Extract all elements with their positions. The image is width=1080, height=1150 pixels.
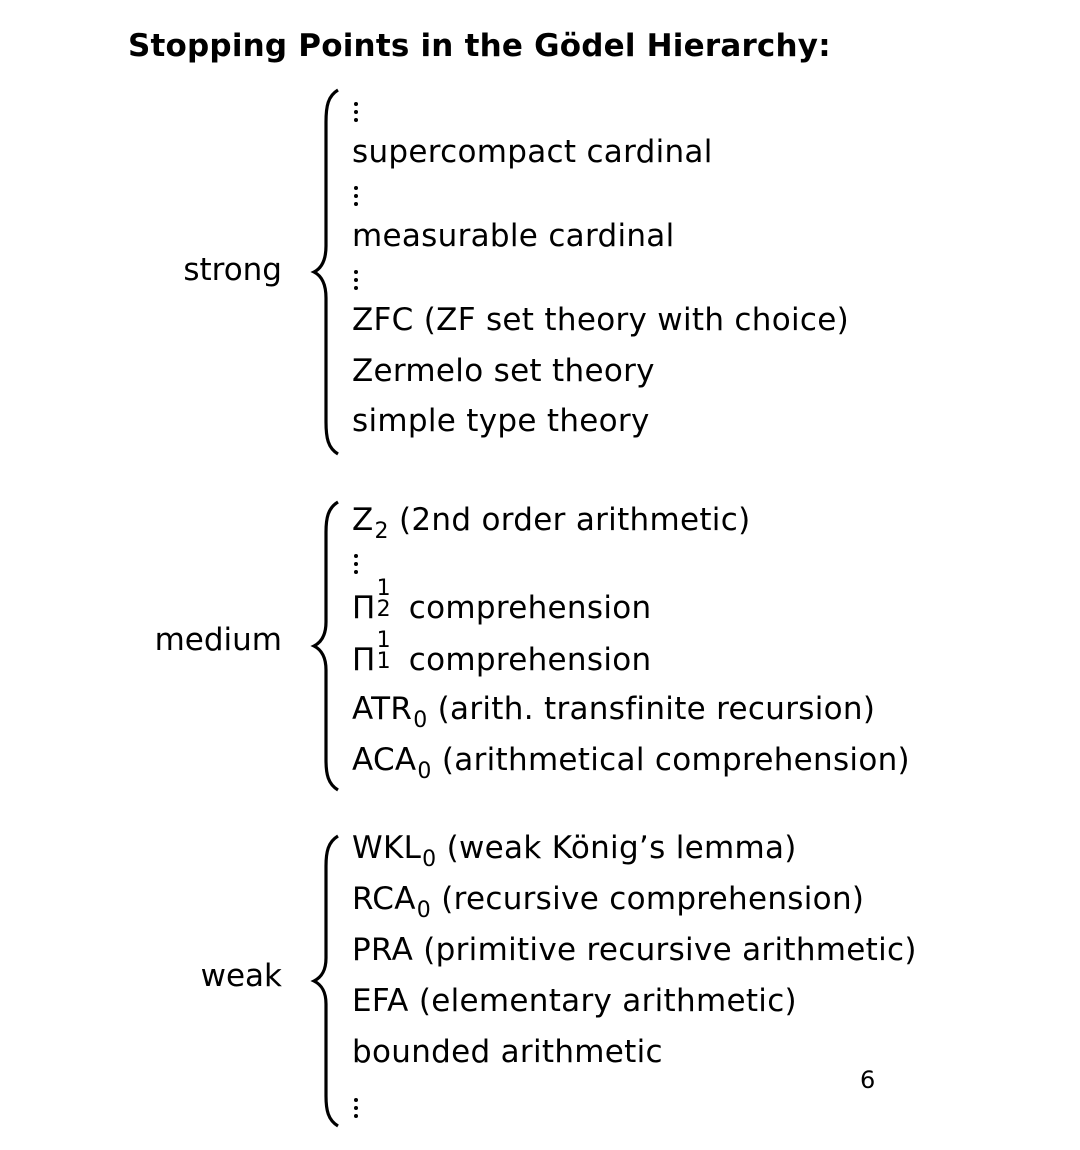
brace-weak [308,834,348,1128]
item-bounded-arithmetic: bounded arithmetic [352,1034,663,1070]
group-label-weak: weak [200,958,282,994]
vdots-strong-3 [352,268,362,294]
brace-medium [308,500,348,792]
item-wkl0: WKL0 (weak König’s lemma) [352,830,797,872]
vdots-strong-2 [352,184,362,210]
group-label-strong: strong [183,252,282,288]
item-rca0: RCA0 (recursive comprehension) [352,881,865,923]
item-atr0: ATR0 (arith. transfinite recursion) [352,691,876,733]
item-pra: PRA (primitive recursive arithmetic) [352,932,917,968]
item-efa: EFA (elementary arithmetic) [352,983,797,1019]
vdots-weak [352,1096,362,1122]
page-number: 6 [860,1066,876,1094]
item-supercompact-cardinal: supercompact cardinal [352,134,713,170]
item-measurable-cardinal: measurable cardinal [352,218,675,254]
item-aca0: ACA0 (arithmetical comprehension) [352,742,910,784]
vdots-medium [352,552,362,578]
item-zfc: ZFC (ZF set theory with choice) [352,302,850,338]
vdots-strong-1 [352,100,362,126]
item-z2: Z2 (2nd order arithmetic) [352,502,751,544]
item-zermelo: Zermelo set theory [352,353,655,389]
group-label-medium: medium [154,622,282,658]
brace-strong [308,88,348,456]
item-simple-type-theory: simple type theory [352,403,650,439]
slide-title: Stopping Points in the Gödel Hierarchy: [128,28,831,64]
